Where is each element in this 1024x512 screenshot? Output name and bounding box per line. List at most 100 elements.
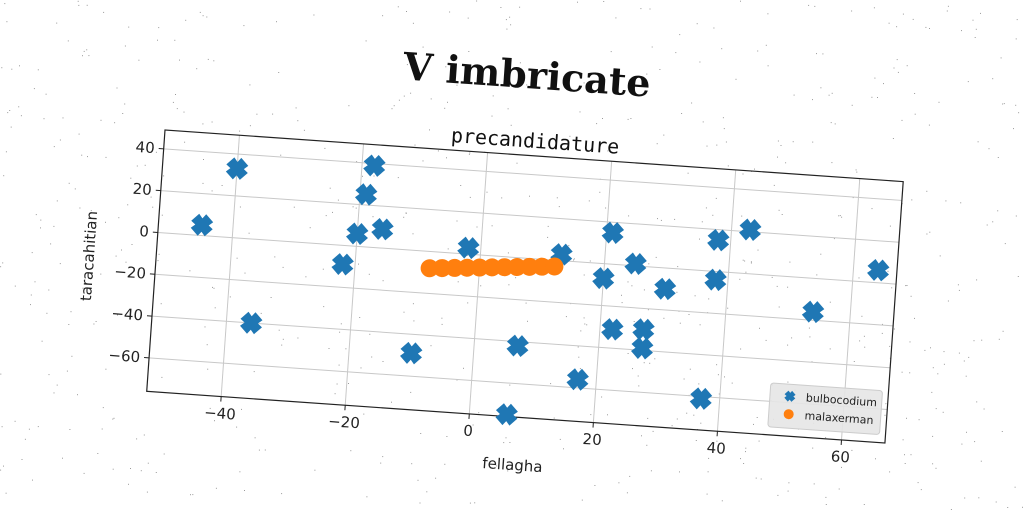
noise-speck xyxy=(859,340,861,342)
noise-speck xyxy=(660,219,662,221)
noise-speck xyxy=(350,450,352,452)
noise-speck xyxy=(83,50,85,52)
noise-speck xyxy=(925,26,927,28)
noise-speck xyxy=(877,97,878,98)
noise-speck xyxy=(721,500,723,502)
noise-speck xyxy=(722,117,724,119)
noise-speck xyxy=(100,119,102,121)
noise-speck xyxy=(239,206,241,208)
point-malaxerman xyxy=(520,257,539,276)
noise-speck xyxy=(932,463,934,465)
noise-speck xyxy=(981,339,983,341)
noise-speck xyxy=(765,339,767,341)
noise-speck xyxy=(646,73,648,75)
noise-speck xyxy=(887,270,889,272)
noise-speck xyxy=(56,200,58,202)
noise-speck xyxy=(293,206,295,208)
noise-speck xyxy=(131,244,133,245)
noise-speck xyxy=(282,266,284,268)
noise-speck xyxy=(871,208,873,210)
point-bulbocodium xyxy=(801,300,825,324)
noise-speck xyxy=(324,147,326,149)
point-bulbocodium xyxy=(601,318,624,341)
noise-speck xyxy=(412,303,414,305)
noise-speck xyxy=(278,329,280,331)
noise-speck xyxy=(583,317,585,319)
noise-speck xyxy=(393,105,395,107)
noise-speck xyxy=(917,482,919,484)
noise-speck xyxy=(983,408,985,410)
noise-speck xyxy=(87,156,88,158)
noise-speck xyxy=(883,83,884,85)
noise-speck xyxy=(691,102,693,104)
noise-speck xyxy=(787,286,789,288)
noise-speck xyxy=(505,62,507,64)
noise-speck xyxy=(889,345,891,347)
noise-speck xyxy=(760,478,762,480)
noise-speck xyxy=(717,374,719,376)
noise-speck xyxy=(214,307,216,309)
noise-speck xyxy=(414,144,416,146)
noise-speck xyxy=(339,331,341,333)
noise-speck xyxy=(33,88,35,90)
noise-speck xyxy=(14,285,16,287)
noise-speck xyxy=(588,200,590,202)
noise-speck xyxy=(725,141,727,143)
noise-speck xyxy=(206,344,208,346)
noise-speck xyxy=(515,277,517,279)
noise-speck xyxy=(426,491,428,493)
noise-speck xyxy=(912,18,914,20)
noise-speck xyxy=(778,306,780,308)
noise-speck xyxy=(586,324,588,326)
x-tick-label: 40 xyxy=(706,439,726,458)
noise-speck xyxy=(689,368,691,370)
noise-speck xyxy=(963,360,965,362)
noise-speck xyxy=(1004,243,1006,245)
noise-speck xyxy=(338,364,340,366)
noise-speck xyxy=(155,472,157,473)
noise-speck xyxy=(629,475,631,477)
noise-speck xyxy=(10,126,12,128)
point-bulbocodium xyxy=(495,403,518,426)
noise-speck xyxy=(328,348,330,349)
noise-speck xyxy=(864,346,866,348)
noise-speck xyxy=(671,425,673,427)
noise-speck xyxy=(527,320,528,322)
noise-speck xyxy=(699,61,701,63)
noise-speck xyxy=(176,108,178,110)
noise-speck xyxy=(718,393,720,395)
noise-speck xyxy=(358,263,359,265)
noise-speck xyxy=(756,417,758,418)
noise-speck xyxy=(581,499,583,501)
noise-speck xyxy=(583,82,585,84)
noise-speck xyxy=(942,411,944,413)
noise-speck xyxy=(420,433,422,434)
point-bulbocodium xyxy=(363,154,386,177)
noise-speck xyxy=(467,302,469,304)
point-bulbocodium xyxy=(190,213,214,237)
noise-speck xyxy=(202,182,204,184)
y-tick-label: 0 xyxy=(139,222,150,241)
noise-speck xyxy=(659,69,661,70)
noise-speck xyxy=(683,378,685,380)
noise-speck xyxy=(7,112,9,114)
noise-speck xyxy=(405,212,407,214)
chart-suptitle: V imbricate xyxy=(401,43,652,105)
noise-speck xyxy=(97,453,99,454)
noise-speck xyxy=(446,436,448,437)
noise-speck xyxy=(649,8,651,10)
noise-speck xyxy=(646,444,648,446)
noise-speck xyxy=(281,493,283,495)
noise-speck xyxy=(37,426,39,428)
noise-speck xyxy=(997,210,999,212)
noise-speck xyxy=(121,249,122,251)
noise-speck xyxy=(839,215,841,217)
noise-speck xyxy=(2,262,4,264)
noise-speck xyxy=(0,266,2,268)
noise-speck xyxy=(456,140,458,142)
noise-speck xyxy=(851,104,853,106)
noise-speck xyxy=(157,39,158,41)
noise-speck xyxy=(508,284,510,286)
ticks: −40 −20 0 20 40 60 −60 −40 −20 0 20 40 xyxy=(108,138,851,467)
noise-speck xyxy=(313,14,315,16)
